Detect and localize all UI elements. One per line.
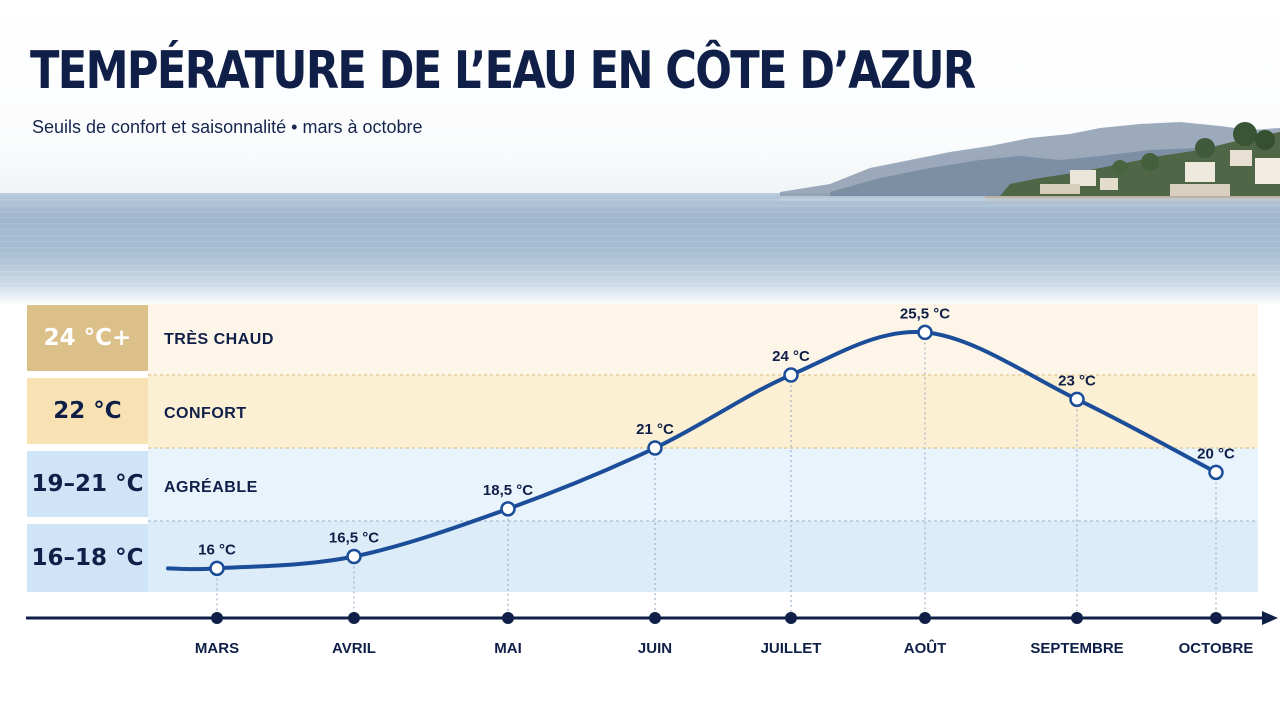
data-label: 16 °C (198, 541, 236, 558)
x-tick (211, 612, 223, 624)
data-label: 16,5 °C (329, 530, 379, 547)
x-tick-label: MARS (195, 640, 239, 657)
series-line (166, 330, 1218, 572)
x-tick (348, 612, 360, 624)
x-tick (919, 612, 931, 624)
x-tick-label: MAI (494, 640, 522, 657)
sea-photo (0, 193, 1280, 305)
x-tick (1071, 612, 1083, 624)
band-label-confort: 22 °C (27, 378, 148, 444)
data-point (1069, 391, 1085, 408)
band-label-frais: 16–18 °C (27, 524, 148, 592)
x-tick-label: JUIN (638, 640, 672, 657)
band-background (148, 521, 1258, 592)
band-background (148, 448, 1258, 521)
band-name-tres-chaud: TRÈS CHAUD (164, 331, 274, 348)
data-point (783, 367, 799, 383)
band-label-tres-chaud: 24 °C+ (27, 305, 148, 371)
data-point (647, 440, 663, 456)
x-tick-label: JUILLET (761, 640, 822, 657)
x-tick (502, 612, 514, 624)
x-tick-label: AOÛT (904, 639, 947, 657)
page-subtitle: Seuils de confort et saisonnalité • mars… (32, 117, 423, 137)
data-label: 23 °C (1058, 372, 1096, 389)
coastline-illustration (780, 122, 1280, 201)
data-label: 21 °C (636, 421, 674, 438)
x-tick (1210, 612, 1222, 624)
data-label: 25,5 °C (900, 305, 950, 322)
band-label-agreable: 19–21 °C (27, 451, 148, 517)
data-label: 18,5 °C (483, 482, 533, 499)
band-name-confort: CONFORT (164, 405, 247, 422)
data-point (346, 548, 362, 565)
band-name-agreable: AGRÉABLE (164, 479, 258, 496)
page-title: TEMPÉRATURE DE L’EAU EN CÔTE D’AZUR (30, 41, 976, 101)
x-tick-label: OCTOBRE (1179, 640, 1254, 657)
data-point (500, 501, 516, 517)
data-point (917, 324, 933, 341)
band-background (148, 375, 1258, 448)
header: TEMPÉRATURE DE L’EAU EN CÔTE D’AZUR Seui… (0, 0, 1280, 195)
data-point (209, 560, 225, 577)
data-point (1208, 464, 1224, 481)
data-label: 20 °C (1197, 445, 1235, 462)
data-label: 24 °C (772, 348, 810, 365)
x-tick (649, 612, 661, 624)
x-tick-label: AVRIL (332, 640, 376, 657)
x-tick (785, 612, 797, 624)
band-background (148, 304, 1258, 375)
x-tick-label: SEPTEMBRE (1030, 640, 1123, 657)
x-axis-arrow (1262, 611, 1278, 625)
